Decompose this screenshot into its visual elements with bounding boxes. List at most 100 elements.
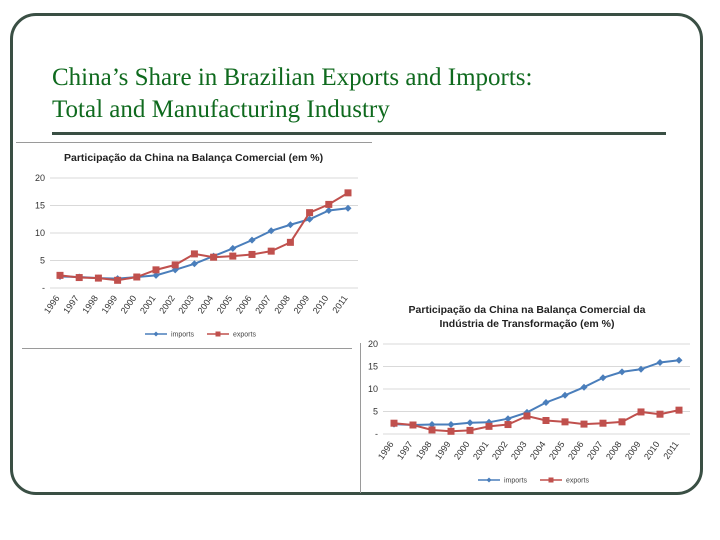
data-point-imports bbox=[306, 215, 314, 223]
data-point-exports bbox=[229, 252, 237, 260]
data-point-exports bbox=[561, 418, 569, 426]
series-line-exports bbox=[59, 191, 349, 282]
data-point-exports bbox=[306, 209, 314, 217]
data-point-exports bbox=[75, 274, 83, 282]
y-tick-label: 10 bbox=[35, 228, 45, 238]
data-point-exports bbox=[466, 426, 474, 434]
chart-2-title-line-2: Indústria de Transformação (em %) bbox=[439, 318, 615, 330]
x-tick-label: 2009 bbox=[623, 439, 643, 461]
y-tick-label: 5 bbox=[40, 256, 45, 266]
data-point-imports bbox=[428, 421, 436, 429]
data-point-imports bbox=[561, 391, 569, 399]
x-tick-label: 1996 bbox=[376, 439, 396, 461]
data-point-imports bbox=[267, 227, 275, 235]
data-point-exports bbox=[637, 408, 645, 416]
data-point-imports bbox=[542, 399, 550, 406]
data-point-exports bbox=[390, 419, 398, 427]
data-point-exports bbox=[580, 420, 588, 428]
legend-label-imports: imports bbox=[171, 332, 194, 339]
legend-marker-exports bbox=[215, 331, 221, 337]
data-point-exports bbox=[523, 412, 531, 420]
x-tick-label: 1997 bbox=[395, 439, 415, 461]
data-point-exports bbox=[210, 253, 218, 261]
data-point-exports bbox=[56, 271, 64, 279]
y-tick-label: 20 bbox=[368, 339, 378, 349]
data-point-exports bbox=[447, 427, 455, 435]
data-point-exports bbox=[599, 419, 607, 427]
x-tick-label: 2002 bbox=[490, 439, 510, 461]
x-tick-label: 2007 bbox=[585, 439, 605, 461]
data-point-exports bbox=[618, 418, 626, 426]
slide-frame bbox=[10, 13, 703, 495]
data-point-imports bbox=[229, 244, 237, 252]
data-point-imports bbox=[656, 358, 664, 366]
x-tick-label: 1998 bbox=[414, 439, 434, 461]
data-point-exports bbox=[325, 200, 333, 208]
data-point-exports bbox=[485, 422, 493, 430]
chart-2-title: Participação da China na Balança Comerci… bbox=[392, 303, 662, 331]
x-tick-label: 2010 bbox=[642, 439, 662, 461]
data-point-exports bbox=[344, 189, 352, 197]
chart-1-bottom-divider bbox=[22, 348, 352, 349]
data-point-exports bbox=[428, 426, 436, 434]
y-tick-label: - bbox=[375, 429, 378, 439]
data-point-exports bbox=[171, 261, 179, 269]
data-point-imports bbox=[325, 206, 333, 214]
data-point-exports bbox=[152, 266, 160, 274]
data-point-exports bbox=[133, 273, 141, 281]
chart-1-title: Participação da China na Balança Comerci… bbox=[64, 151, 323, 165]
y-tick-label: 15 bbox=[35, 201, 45, 211]
y-tick-label: 10 bbox=[368, 384, 378, 394]
data-point-imports bbox=[580, 383, 588, 391]
data-point-imports bbox=[344, 204, 352, 212]
x-tick-label: 1999 bbox=[433, 439, 453, 461]
slide-title: China’s Share in Brazilian Exports and I… bbox=[52, 62, 692, 126]
slide-title-line-2: Total and Manufacturing Industry bbox=[52, 96, 390, 123]
x-tick-label: 2006 bbox=[566, 439, 586, 461]
x-tick-label: 2001 bbox=[471, 439, 491, 461]
x-tick-label: 2000 bbox=[452, 439, 472, 461]
legend-marker-exports bbox=[548, 477, 554, 483]
data-point-exports bbox=[114, 276, 122, 284]
y-tick-label: 15 bbox=[368, 362, 378, 372]
data-point-exports bbox=[504, 421, 512, 429]
legend-label-exports: exports bbox=[566, 478, 589, 485]
series-line-exports bbox=[393, 409, 680, 433]
x-tick-label: 2008 bbox=[604, 439, 624, 461]
data-point-imports bbox=[599, 374, 607, 382]
data-point-imports bbox=[675, 356, 683, 364]
y-tick-label: 20 bbox=[35, 173, 45, 183]
legend-label-imports: imports bbox=[504, 478, 527, 485]
x-tick-label: 2004 bbox=[528, 439, 548, 461]
data-point-exports bbox=[190, 250, 198, 258]
data-point-imports bbox=[190, 260, 198, 268]
slide-title-line-1: China’s Share in Brazilian Exports and I… bbox=[52, 64, 533, 91]
y-tick-label: 5 bbox=[373, 407, 378, 417]
legend-label-exports: exports bbox=[233, 332, 256, 339]
x-tick-label: 2003 bbox=[509, 439, 529, 461]
data-point-imports bbox=[248, 236, 256, 244]
legend-marker-imports bbox=[486, 477, 492, 483]
data-point-exports bbox=[94, 274, 102, 282]
chart-2-left-divider bbox=[360, 343, 361, 493]
data-point-imports bbox=[618, 368, 626, 376]
chart-1-top-divider bbox=[16, 142, 372, 143]
y-tick-label: - bbox=[42, 283, 45, 293]
data-point-exports bbox=[267, 247, 275, 255]
data-point-exports bbox=[248, 250, 256, 258]
data-point-exports bbox=[286, 238, 294, 246]
data-point-exports bbox=[542, 417, 550, 424]
data-point-imports bbox=[152, 271, 160, 279]
x-tick-label: 2005 bbox=[547, 439, 567, 461]
legend-marker-imports bbox=[153, 331, 159, 337]
data-point-exports bbox=[409, 421, 417, 429]
x-tick-label: 2011 bbox=[661, 439, 680, 461]
title-rule bbox=[52, 132, 666, 135]
data-point-imports bbox=[286, 221, 294, 229]
data-point-imports bbox=[466, 419, 474, 427]
data-point-imports bbox=[447, 421, 455, 429]
series-line-imports bbox=[393, 359, 680, 427]
data-point-exports bbox=[675, 406, 683, 414]
